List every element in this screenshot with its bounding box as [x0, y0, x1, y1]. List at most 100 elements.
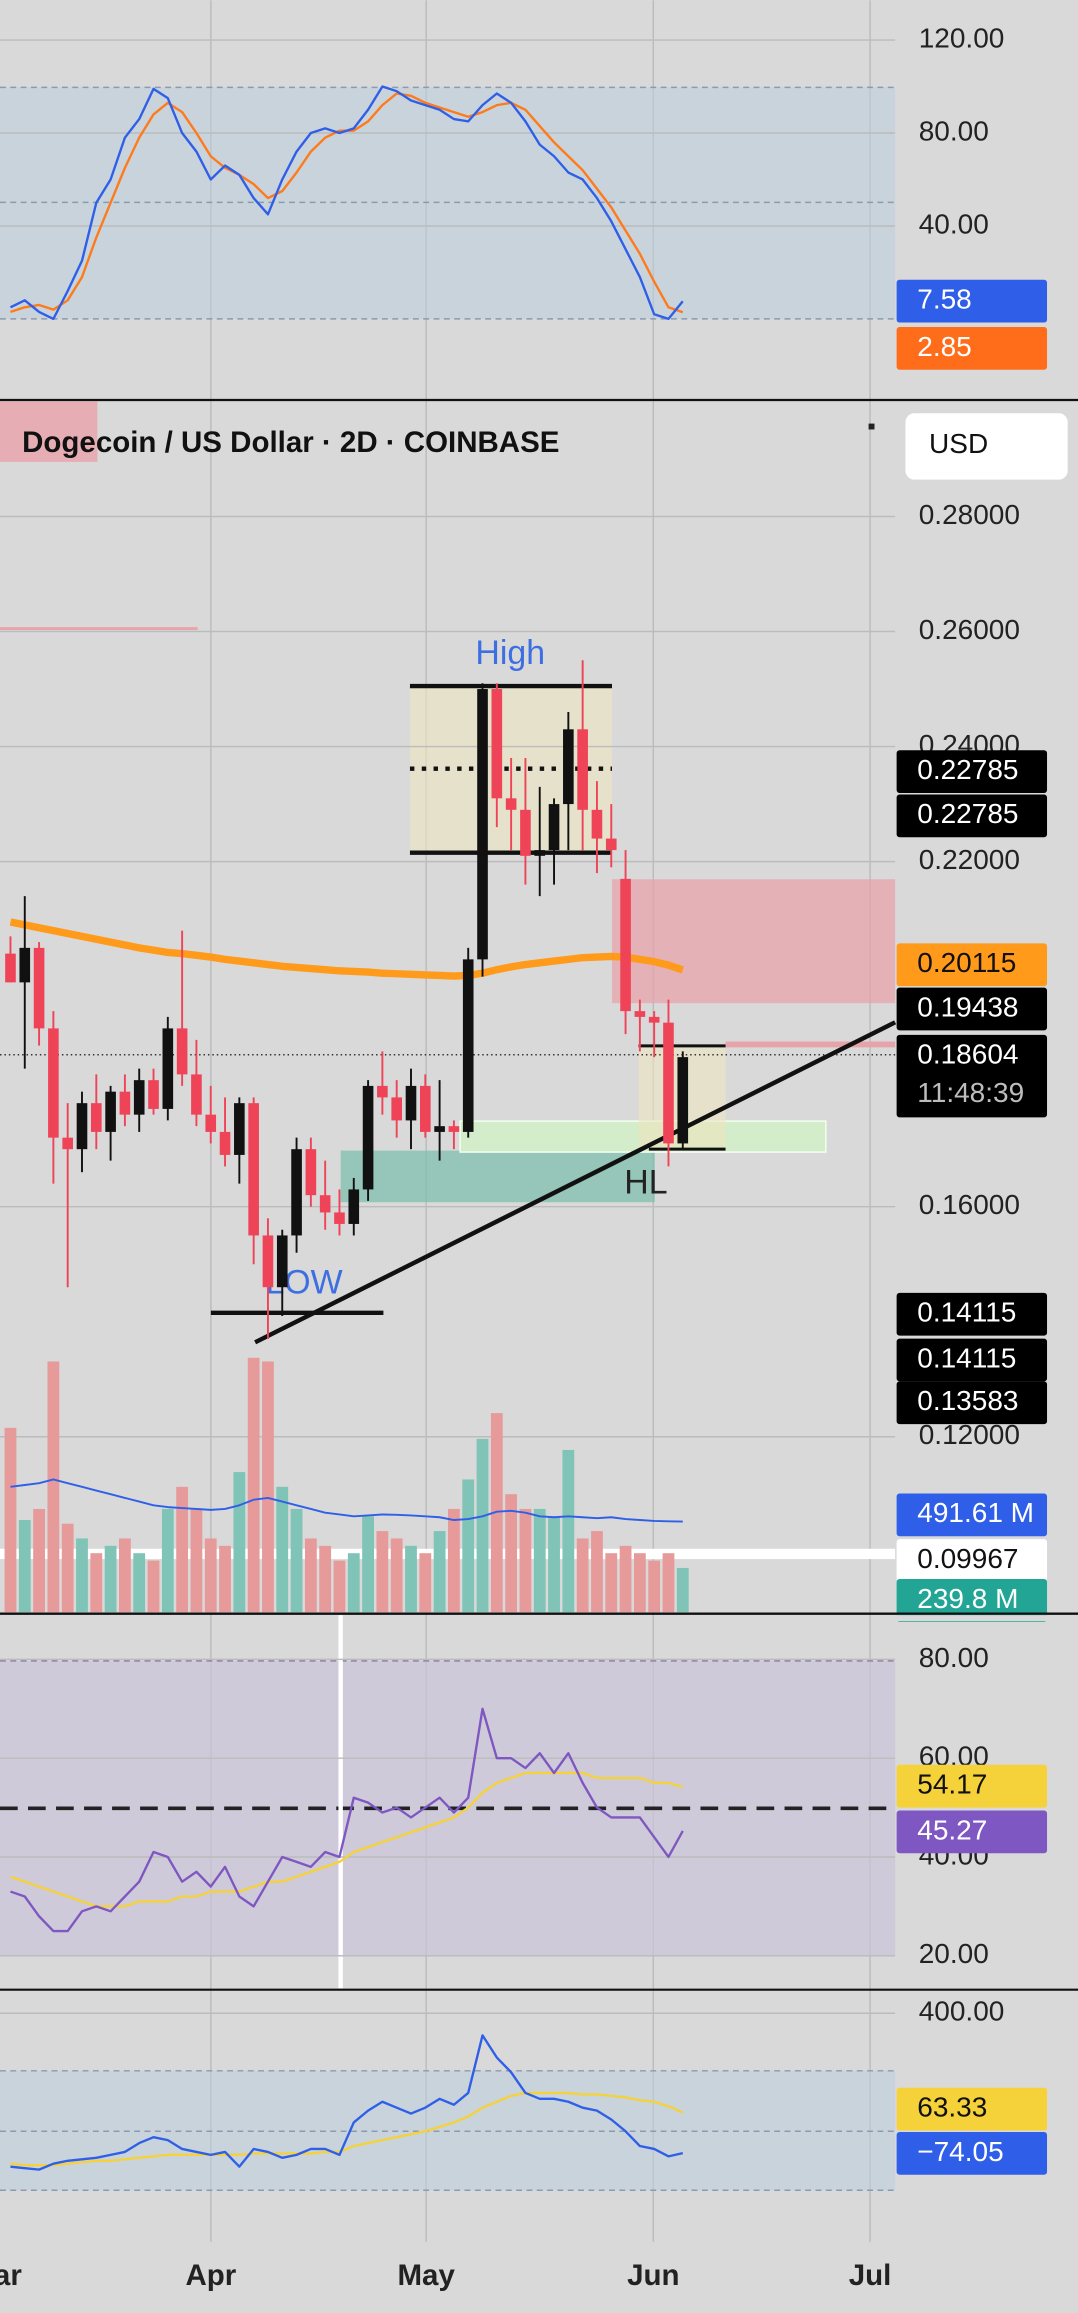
volume-bar	[562, 1449, 575, 1613]
chart-title: Dogecoin / US Dollar · 2D · COINBASE	[22, 426, 559, 459]
volume-bar	[619, 1545, 632, 1613]
candle-body	[305, 1149, 317, 1196]
volume-bar	[290, 1508, 303, 1613]
candle-body	[176, 1028, 188, 1075]
volume-bar	[448, 1508, 460, 1613]
volume-bar	[576, 1538, 589, 1613]
currency-button[interactable]	[905, 413, 1068, 480]
volume-bar	[47, 1361, 60, 1613]
price-badge-label: 7.58	[917, 284, 972, 315]
price-badge	[896, 1338, 1048, 1382]
candle-body	[105, 1091, 116, 1132]
candle-body	[434, 1126, 445, 1132]
candle-body	[534, 850, 546, 856]
volume-bar	[648, 1560, 661, 1613]
y-tick-label: 40.00	[919, 208, 989, 239]
candle-body	[219, 1131, 231, 1155]
price-badge	[896, 1381, 1048, 1425]
volume-bar	[462, 1479, 475, 1613]
trendline	[254, 1020, 897, 1345]
price-badge-label: 0.09967	[917, 1543, 1018, 1574]
volume-bar	[662, 1553, 675, 1613]
price-badge-label: 0.14115	[917, 1297, 1016, 1328]
price-badge-label: 54.17	[917, 1769, 987, 1800]
volume-bar	[204, 1538, 217, 1613]
rsi-ma-line	[10, 1771, 684, 1908]
price-badge-label: 63.33	[917, 2092, 987, 2123]
volume-bar	[362, 1516, 374, 1613]
price-badge-label: 2.85	[917, 331, 972, 362]
candle-body	[634, 1011, 646, 1017]
volume-bar	[405, 1545, 417, 1613]
candle-body	[491, 689, 503, 799]
candle-body	[591, 809, 603, 839]
dot	[868, 423, 875, 430]
volume-bar	[4, 1427, 17, 1613]
candle-body	[405, 1085, 417, 1121]
volume-bar	[333, 1560, 346, 1613]
volume-bar	[262, 1361, 274, 1613]
volume-bar	[319, 1545, 332, 1613]
x-tick-label: May	[398, 2259, 456, 2292]
price-badge	[896, 1034, 1048, 1118]
volume-bar	[147, 1560, 160, 1613]
price-badge	[896, 1539, 1048, 1582]
x-tick-label: Apr	[185, 2259, 236, 2292]
price-badge-label: 0.18604	[917, 1039, 1018, 1070]
volume-bar	[390, 1538, 403, 1613]
volume-bar	[519, 1508, 532, 1613]
price-badge	[896, 1493, 1048, 1537]
volume-bar	[190, 1508, 203, 1613]
price-badge	[896, 1292, 1048, 1336]
volume-bar	[104, 1545, 117, 1613]
volume-bar	[376, 1531, 389, 1613]
candle-body	[33, 947, 45, 1029]
level-bar	[0, 1548, 896, 1560]
candle-body	[5, 953, 16, 983]
candle-body	[90, 1103, 102, 1132]
candle-body	[362, 1085, 374, 1190]
candle-body	[548, 804, 560, 851]
countdown-label: 11:48:39	[917, 1077, 1024, 1108]
volume-bar	[505, 1494, 518, 1613]
volume-bar	[591, 1531, 603, 1613]
price-badge	[896, 279, 1048, 323]
candle-body	[520, 809, 531, 856]
candle-body	[191, 1074, 202, 1115]
candle-body	[391, 1097, 403, 1121]
price-badge	[896, 1578, 1048, 1622]
candle-body	[377, 1085, 388, 1098]
volume-bar	[276, 1486, 289, 1613]
candle-body	[205, 1114, 217, 1132]
x-tick-label: Mar	[0, 2259, 22, 2292]
currency-label[interactable]: USD	[929, 428, 988, 459]
price-badge	[896, 2087, 1048, 2131]
y-tick-label: 80.00	[919, 115, 989, 146]
price-badge-label: 0.13583	[917, 1385, 1018, 1416]
volume-bar	[33, 1508, 45, 1613]
candle-body	[248, 1103, 259, 1236]
volume-bar	[433, 1531, 446, 1613]
y-tick-label: 120.00	[919, 22, 1005, 53]
candle-body	[234, 1103, 245, 1155]
candle-body	[76, 1103, 88, 1150]
zone	[0, 401, 98, 462]
candle-body	[648, 1016, 660, 1023]
y-tick-label: 80.00	[919, 1642, 989, 1673]
y-tick-label: 0.26000	[919, 614, 1020, 645]
drawing-layer: 120.0080.0040.000.280000.260000.240000.2…	[0, 22, 1078, 2292]
volume-bar	[548, 1516, 560, 1613]
candle-body	[448, 1126, 460, 1132]
volume-bar	[233, 1472, 246, 1613]
y-tick-label: 0.16000	[919, 1189, 1020, 1220]
candle-body	[505, 798, 517, 810]
price-badge-label: 45.27	[917, 1814, 987, 1845]
price-badge-label: 0.19438	[917, 991, 1018, 1022]
volume-bar	[605, 1553, 618, 1613]
candle-body	[605, 838, 617, 851]
candle-body	[462, 959, 474, 1132]
candle-body	[291, 1149, 302, 1236]
volume-bar	[304, 1538, 317, 1613]
demand-zone	[340, 1150, 655, 1203]
